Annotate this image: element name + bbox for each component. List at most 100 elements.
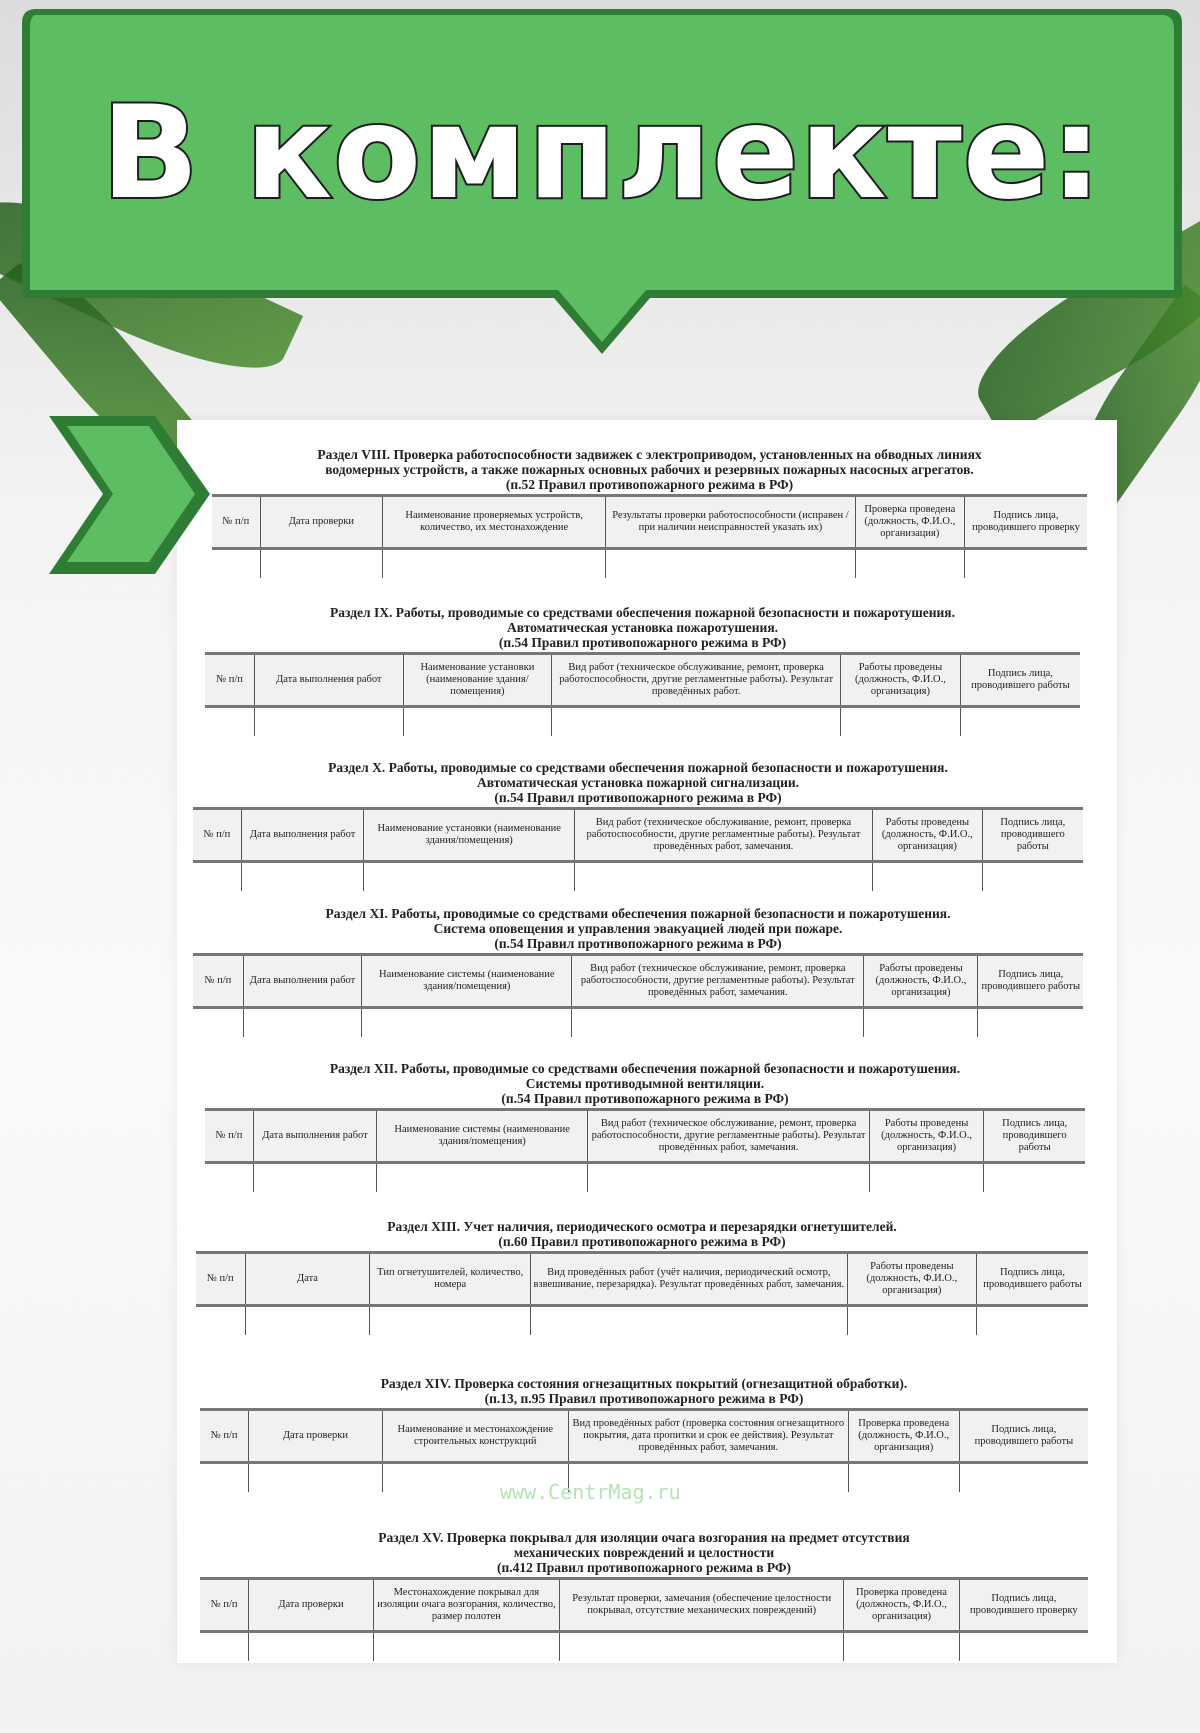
table-cell[interactable] <box>958 1631 1088 1661</box>
table-cell[interactable] <box>193 861 242 891</box>
column-header: Вид работ (техническое обслуживание, рем… <box>551 652 842 708</box>
column-header: № п/п <box>205 1108 254 1164</box>
column-header: Проверка проведена (должность, Ф.И.О., о… <box>843 1577 960 1633</box>
table-cell[interactable] <box>212 548 261 578</box>
column-header: № п/п <box>196 1251 246 1307</box>
table-cell[interactable] <box>244 1305 371 1335</box>
section-title-line: (п.54 Правил противопожарного режима в Р… <box>494 936 782 951</box>
table-header-row: № п/п Дата выполнения работ Наименование у… <box>193 807 1083 863</box>
table-cell[interactable] <box>958 1462 1088 1492</box>
table-header-row: № п/п Дата выполнения работ Наименование с… <box>205 1108 1085 1164</box>
journal-table: № п/п Дата выполнения работ Наименование у… <box>205 652 1080 736</box>
table-cell[interactable] <box>573 861 874 891</box>
column-header: Вид проведённых работ (учёт наличия, пер… <box>529 1251 848 1307</box>
table-cell[interactable] <box>205 1162 254 1192</box>
section-title-line: Автоматическая установка пожаротушения. <box>506 620 779 635</box>
section-title-line: Раздел X. Работы, проводимые со средства… <box>328 760 948 775</box>
table-row <box>205 1162 1085 1192</box>
table-cell[interactable] <box>571 1007 865 1037</box>
table-cell[interactable] <box>559 1631 845 1661</box>
table-cell[interactable] <box>975 1305 1088 1335</box>
column-header: Наименование установки (наименование зда… <box>402 652 553 708</box>
table-header-row: № п/п Дата выполнения работ Наименование у… <box>205 652 1080 708</box>
column-header: № п/п <box>205 652 256 708</box>
column-header: Наименование системы (наименование здани… <box>361 953 573 1009</box>
table-cell[interactable] <box>847 1462 960 1492</box>
table-cell[interactable] <box>205 706 256 736</box>
table-cell[interactable] <box>254 706 404 736</box>
table-cell[interactable] <box>868 1162 985 1192</box>
column-header: Подпись лица, проводившего работы <box>983 1108 1085 1164</box>
section-title-line: Раздел XII. Работы, проводимые со средст… <box>329 1061 961 1076</box>
table-cell[interactable] <box>981 861 1083 891</box>
table-header-row: № п/п Дата выполнения работ Наименование с… <box>193 953 1083 1009</box>
table-cell[interactable] <box>977 1007 1083 1037</box>
table-cell[interactable] <box>382 548 607 578</box>
table-cell[interactable] <box>381 1462 569 1492</box>
table-cell[interactable] <box>872 861 983 891</box>
column-header: № п/п <box>200 1408 250 1464</box>
table-cell[interactable] <box>964 548 1087 578</box>
column-header: Проверка проведена (должность, Ф.И.О., о… <box>847 1408 960 1464</box>
column-header: Подпись лица, проводившего проверку <box>958 1577 1088 1633</box>
section-title-line: Раздел XV. Проверка покрывал для изоляци… <box>378 1530 910 1545</box>
journal-section: Раздел X. Работы, проводимые со средства… <box>193 760 1083 891</box>
table-row <box>200 1631 1088 1661</box>
table-cell[interactable] <box>402 706 553 736</box>
table-cell[interactable] <box>361 1007 573 1037</box>
column-header: № п/п <box>193 953 244 1009</box>
section-title-line: (п.54 Правил противопожарного режима в Р… <box>498 635 787 650</box>
table-cell[interactable] <box>248 1631 374 1661</box>
column-header: Подпись лица, проводившего проверку <box>964 494 1087 550</box>
table-cell[interactable] <box>959 706 1080 736</box>
table-cell[interactable] <box>863 1007 979 1037</box>
column-header: Подпись лица, проводившего работы <box>981 807 1083 863</box>
column-header: Дата выполнения работ <box>240 807 365 863</box>
column-header: Местонахождение покрывал для изоляции оч… <box>372 1577 561 1633</box>
table-cell[interactable] <box>854 548 966 578</box>
column-header: Дата проверки <box>248 1577 374 1633</box>
section-title-line: Система оповещения и управления эвакуаци… <box>433 921 843 936</box>
section-title-line: (п.13, п.95 Правил противопожарного режи… <box>484 1391 804 1406</box>
table-cell[interactable] <box>363 861 575 891</box>
table-cell[interactable] <box>200 1631 250 1661</box>
table-cell[interactable] <box>242 1007 363 1037</box>
column-header: Дата выполнения работ <box>252 1108 378 1164</box>
section-title-line: Раздел XIV. Проверка состояния огнезащит… <box>380 1376 908 1391</box>
column-header: № п/п <box>200 1577 250 1633</box>
column-header: Дата выполнения работ <box>254 652 404 708</box>
journal-section: Раздел XII. Работы, проводимые со средст… <box>205 1061 1085 1192</box>
chevron-arrow-icon <box>49 416 210 574</box>
column-header: Подпись лица, проводившего работы <box>975 1251 1088 1307</box>
table-row <box>212 548 1087 578</box>
table-cell[interactable] <box>369 1305 531 1335</box>
column-header: Работы проведены (должность, Ф.И.О., орг… <box>863 953 979 1009</box>
table-cell[interactable] <box>551 706 842 736</box>
table-cell[interactable] <box>846 1305 977 1335</box>
table-cell[interactable] <box>200 1462 250 1492</box>
column-header: Вид работ (техническое обслуживание, рем… <box>587 1108 870 1164</box>
table-cell[interactable] <box>529 1305 848 1335</box>
journal-table: № п/п Дата выполнения работ Наименование с… <box>193 953 1083 1037</box>
table-row <box>200 1462 1088 1492</box>
section-title-line: механических повреждений и целостности <box>513 1545 775 1560</box>
table-cell[interactable] <box>248 1462 383 1492</box>
table-cell[interactable] <box>605 548 856 578</box>
table-cell[interactable] <box>587 1162 870 1192</box>
journal-section: Раздел XI. Работы, проводимые со средств… <box>193 906 1083 1037</box>
table-cell[interactable] <box>843 1631 960 1661</box>
section-title-line: Автоматическая установка пожарной сигнал… <box>476 775 800 790</box>
table-cell[interactable] <box>240 861 365 891</box>
table-cell[interactable] <box>372 1631 561 1661</box>
table-cell[interactable] <box>840 706 961 736</box>
table-cell[interactable] <box>376 1162 589 1192</box>
table-row <box>193 861 1083 891</box>
table-cell[interactable] <box>983 1162 1085 1192</box>
table-cell[interactable] <box>252 1162 378 1192</box>
table-cell[interactable] <box>196 1305 246 1335</box>
column-header: Наименование системы (наименование здани… <box>376 1108 589 1164</box>
section-title-line: (п.54 Правил противопожарного режима в Р… <box>501 1091 789 1106</box>
table-cell[interactable] <box>193 1007 244 1037</box>
table-cell[interactable] <box>567 1462 849 1492</box>
table-cell[interactable] <box>259 548 384 578</box>
